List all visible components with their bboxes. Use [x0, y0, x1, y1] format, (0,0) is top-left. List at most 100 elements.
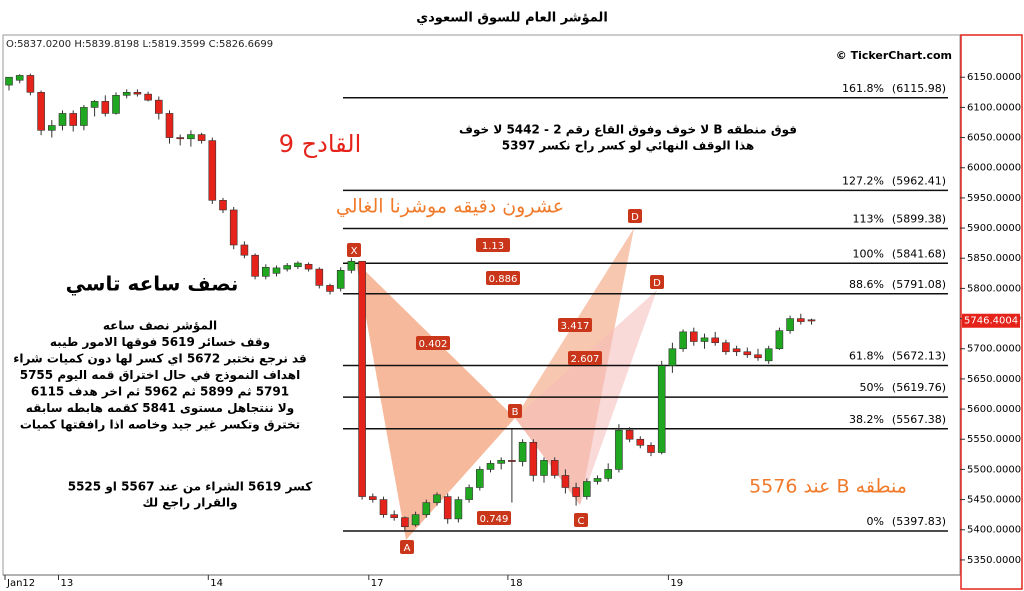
- candle-body: [540, 460, 548, 476]
- candle-body: [90, 101, 99, 108]
- fib-value-label: (5791.08): [892, 278, 946, 291]
- plan-line: قد نرجع نختبر 5672 اي كسر لها دون كميات …: [13, 352, 307, 367]
- candle-body: [550, 460, 559, 476]
- candle-body: [315, 268, 324, 286]
- candle-body: [272, 267, 281, 274]
- fib-label: 38.2%: [849, 413, 884, 426]
- pattern-point-box: [650, 275, 664, 289]
- y-tick-label: 5650.0000: [967, 374, 1021, 385]
- plan-line: 5791 ثم 5899 ثم 5962 ثم اخر هدف 6115: [31, 385, 289, 399]
- y-tick-label: 5800.0000: [967, 283, 1021, 294]
- candle-body: [101, 101, 110, 114]
- pattern-ratio-box: [568, 351, 602, 365]
- pattern-ratio: 3.417: [561, 321, 590, 332]
- pattern-xab: [356, 262, 515, 540]
- candle-body: [593, 478, 602, 482]
- candle-body: [69, 113, 77, 126]
- fib-value-label: (5962.41): [892, 174, 946, 187]
- candle-body: [229, 209, 238, 246]
- candle-body: [368, 496, 377, 500]
- candle-body: [251, 254, 259, 277]
- candle-body: [668, 348, 677, 366]
- candle-body: [122, 92, 131, 96]
- candle-body: [176, 137, 184, 140]
- plan-line: ولا ننتجاهل مستوى 5841 كقمه هابطه سابقه: [26, 401, 294, 416]
- candle-body: [197, 134, 206, 141]
- pattern-point: B: [512, 407, 519, 418]
- candle-body: [133, 92, 142, 95]
- candle-body: [475, 469, 484, 488]
- y-tick-label: 5900.0000: [967, 223, 1021, 234]
- fib-label: 100%: [853, 247, 884, 260]
- pattern-ratio-box: [477, 511, 511, 525]
- annotation-b-zone: منطقه B عند 5576: [749, 476, 907, 498]
- candle-body: [647, 444, 655, 453]
- stop-note: هذا الوقف النهائي لو كسر راح نكسر 5397: [502, 139, 754, 154]
- candle-body: [304, 263, 313, 270]
- pattern-ratio: 2.607: [571, 354, 600, 365]
- pattern-ratio-box: [558, 318, 592, 332]
- plan-line: وقف خسائر 5619 فوقها الامور طيبه: [50, 335, 270, 350]
- plan-line: تخترق وتكسر غير جيد وخاصه اذا رافقتها كم…: [20, 418, 300, 433]
- pattern-point: C: [578, 516, 585, 527]
- pattern-point-box: [628, 209, 642, 223]
- candle-body: [529, 441, 538, 476]
- pattern-point: A: [404, 543, 411, 554]
- candle-body: [336, 270, 345, 289]
- candle-body: [700, 337, 709, 342]
- pattern-ratio: 1.13: [482, 241, 504, 252]
- annotation-half-hour: نصف ساعه تاسي: [66, 272, 239, 297]
- pattern-ratio-box: [486, 271, 520, 285]
- candle-body: [47, 125, 56, 131]
- fib-value-label: (6115.98): [892, 82, 946, 95]
- candle-body: [26, 75, 35, 93]
- fib-label: 161.8%: [842, 82, 884, 95]
- pattern-point: X: [351, 246, 358, 257]
- candle-body: [187, 134, 195, 140]
- candle-body: [743, 351, 752, 356]
- candle-body: [433, 494, 441, 503]
- candle-body: [497, 460, 506, 464]
- candle-body: [37, 92, 45, 131]
- fib-value-label: (5397.83): [892, 515, 946, 528]
- pattern-ratio-box: [476, 238, 510, 252]
- x-tick-label: 14: [210, 578, 223, 589]
- annotation-timeframe: عشرون دقيقه موشرنا الغالي: [336, 196, 564, 218]
- y-tick-label: 5550.0000: [967, 434, 1021, 445]
- break-note: كسر 5619 الشراء من عند 5567 او 5525: [68, 480, 313, 495]
- y-tick-label: 6000.0000: [967, 163, 1021, 174]
- last-price-box: [962, 313, 1020, 328]
- candle-body: [454, 499, 463, 520]
- y-tick-label: 6150.0000: [967, 72, 1021, 83]
- y-tick-label: 5850.0000: [967, 253, 1021, 264]
- pattern-point-box: [508, 404, 522, 418]
- price-axis-frame: [960, 34, 1023, 590]
- pattern-ratio: 0.886: [489, 274, 518, 285]
- candle-body: [165, 113, 174, 138]
- candle-body: [58, 113, 67, 126]
- candle-body: [465, 487, 473, 500]
- fib-label: 0%: [867, 515, 884, 528]
- candle-body: [443, 496, 452, 520]
- stop-note: فوق منطقه B لا خوف وفوق القاع رقم 2 - 54…: [459, 123, 797, 138]
- candle-body: [240, 244, 249, 256]
- y-tick-label: 5600.0000: [967, 404, 1021, 415]
- candle-body: [326, 285, 334, 292]
- candle-body: [572, 487, 580, 497]
- plan-line: المؤشر نصف ساعه: [103, 319, 217, 334]
- candle-body: [219, 200, 227, 211]
- fib-value-label: (5672.13): [892, 350, 946, 363]
- break-note: والقرار راجع لك: [142, 496, 237, 511]
- candle-body: [689, 331, 698, 342]
- candle-body: [112, 95, 120, 114]
- candle-body: [807, 319, 816, 322]
- fib-label: 50%: [860, 381, 884, 394]
- fib-label: 113%: [853, 212, 884, 225]
- pattern-point-box: [574, 513, 588, 527]
- candle-body: [283, 265, 292, 270]
- candle-body: [636, 438, 645, 446]
- candle-body: [80, 107, 88, 126]
- x-tick-label: Jan12: [6, 578, 35, 589]
